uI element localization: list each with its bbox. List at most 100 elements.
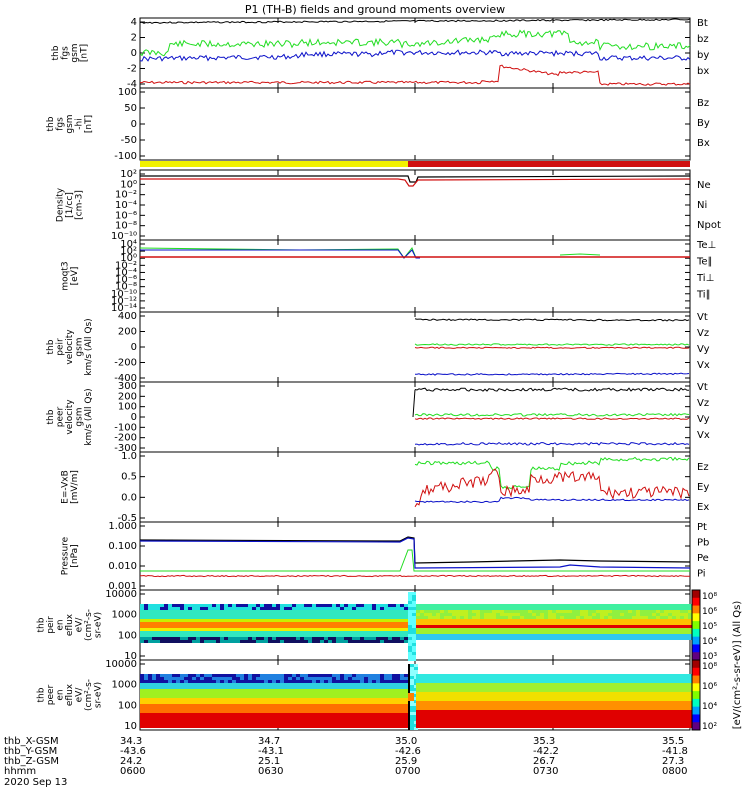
spectrogram-cell: [336, 634, 340, 637]
spectrogram-cell: [448, 622, 452, 625]
spectrogram-cell: [220, 622, 224, 625]
spectrogram-cell: [448, 613, 452, 616]
spectrogram-cell: [324, 686, 328, 689]
spectrogram-cell: [308, 604, 312, 607]
spectrogram-cell: [668, 722, 672, 725]
spectrogram-cell: [388, 622, 392, 625]
spectrogram-cell: [272, 619, 276, 622]
spectrogram-cell: [244, 680, 248, 683]
spectrogram-cell: [516, 619, 520, 622]
spectrogram-cell: [208, 625, 212, 628]
spectrogram-cell: [476, 689, 480, 692]
spectrogram-cell: [484, 604, 488, 607]
spectrogram-cell: [292, 604, 296, 607]
spectrogram-cell: [414, 667, 418, 670]
spectrogram-cell: [172, 619, 176, 622]
spectrogram-cell: [252, 674, 256, 677]
spectrogram-cell: [660, 634, 664, 637]
ytick-label-pressure: 0.100: [108, 541, 137, 552]
spectrogram-cell: [356, 637, 360, 640]
spectrogram-cell: [332, 610, 336, 613]
spectrogram-cell: [568, 710, 572, 713]
spectrogram-cell: [388, 616, 392, 619]
ytick-label-temperature: 10⁻¹²: [111, 296, 137, 307]
spectrogram-cell: [384, 695, 388, 698]
spectrogram-cell: [388, 695, 392, 698]
spectrogram-cell: [320, 637, 324, 640]
spectrogram-cell: [604, 689, 608, 692]
spectrogram-cell: [540, 607, 544, 610]
spectrogram-cell: [160, 689, 164, 692]
spectrogram-cell: [508, 683, 512, 686]
spectrogram-cell: [668, 698, 672, 701]
spectrogram-cell: [296, 692, 300, 695]
spectrogram-cell: [576, 719, 580, 722]
spectrogram-cell: [212, 689, 216, 692]
spectrogram-cell: [356, 674, 360, 677]
spectrogram-cell: [544, 631, 548, 634]
spectrogram-cell: [232, 689, 236, 692]
spectrogram-cell: [224, 725, 228, 728]
spectrogram-cell: [240, 622, 244, 625]
spectrogram-cell: [580, 634, 584, 637]
spectrogram-cell: [312, 604, 316, 607]
spectrogram-cell: [628, 607, 632, 610]
spectrogram-cell: [380, 701, 384, 704]
spectrogram-cell: [272, 613, 276, 616]
spectrogram-cell: [576, 689, 580, 692]
spectrogram-cell: [152, 610, 156, 613]
spectrogram-cell: [252, 698, 256, 701]
spectrogram-cell: [600, 604, 604, 607]
spectrogram-cell: [676, 713, 680, 716]
legend-By: By: [697, 118, 710, 129]
spectrogram-cell: [648, 707, 652, 710]
spectrogram-cell: [396, 610, 400, 613]
spectrogram-cell: [600, 704, 604, 707]
spectrogram-cell: [568, 689, 572, 692]
spectrogram-cell: [216, 710, 220, 713]
spectrogram-cell: [228, 722, 232, 725]
spectrogram-cell: [280, 604, 284, 607]
spectrogram-cell: [568, 677, 572, 680]
spectrogram-cell: [592, 619, 596, 622]
spectrogram-cell: [652, 619, 656, 622]
spectrogram-cell: [428, 680, 432, 683]
spectrogram-cell: [544, 634, 548, 637]
spectrogram-cell: [348, 607, 352, 610]
spectrogram-cell: [276, 713, 280, 716]
spectrogram-cell: [668, 719, 672, 722]
spectrogram-cell: [144, 680, 148, 683]
spectrogram-cell: [680, 722, 684, 725]
spectrogram-cell: [340, 713, 344, 716]
spectrogram-cell: [168, 686, 172, 689]
spectrogram-cell: [376, 683, 380, 686]
spectrogram-cell: [428, 610, 432, 613]
spectrogram-cell: [608, 604, 612, 607]
spectrogram-cell: [688, 713, 692, 716]
spectrogram-cell: [332, 719, 336, 722]
spectrogram-cell: [304, 689, 308, 692]
spectrogram-cell: [484, 722, 488, 725]
spectrogram-cell: [520, 698, 524, 701]
spectrogram-cell: [424, 680, 428, 683]
spectrogram-cell: [388, 680, 392, 683]
ytick-label-peer_vel: 0: [131, 412, 137, 423]
spectrogram-cell: [540, 634, 544, 637]
spectrogram-cell: [480, 677, 484, 680]
spectrogram-cell: [152, 619, 156, 622]
spectrogram-cell: [212, 701, 216, 704]
spectrogram-cell: [452, 686, 456, 689]
spectrogram-cell: [448, 674, 452, 677]
spectrogram-cell: [272, 616, 276, 619]
spectrogram-cell: [204, 628, 208, 631]
spectrogram-cell: [616, 604, 620, 607]
spectrogram-cell: [232, 613, 236, 616]
spectrogram-cell: [624, 725, 628, 728]
spectrogram-cell: [160, 710, 164, 713]
spectrogram-cell: [410, 673, 414, 676]
spectrogram-cell: [464, 625, 468, 628]
spectrogram-cell: [636, 713, 640, 716]
spectrogram-cell: [276, 622, 280, 625]
spectrogram-cell: [616, 719, 620, 722]
spectrogram-cell: [540, 625, 544, 628]
